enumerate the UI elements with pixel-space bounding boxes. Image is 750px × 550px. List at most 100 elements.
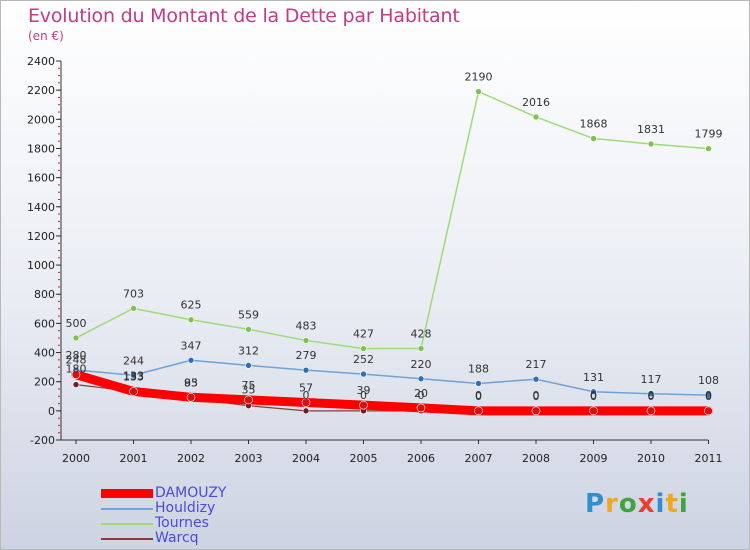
data-point-warcq [72, 381, 80, 388]
legend-swatch [101, 537, 153, 540]
data-label-houldizy: 188 [468, 362, 489, 375]
data-point-damouzy [589, 406, 598, 416]
data-label-damouzy: 57 [299, 382, 313, 395]
logo-letter: P [585, 489, 606, 519]
data-label-warcq: 0 [360, 389, 367, 402]
x-tick-label: 2007 [465, 452, 493, 465]
data-label-tournes: 559 [238, 308, 259, 321]
legend-item-warcq: Warcq [101, 531, 226, 546]
legend-swatch [101, 522, 153, 525]
data-point-damouzy [359, 400, 368, 410]
logo-letter: i [655, 489, 666, 519]
x-tick-label: 2010 [637, 452, 665, 465]
data-point-tournes [417, 345, 425, 352]
data-label-warcq: 0 [648, 389, 655, 402]
data-label-houldizy: 252 [353, 353, 374, 366]
data-label-damouzy: 0 [533, 390, 540, 403]
data-point-tournes [475, 88, 482, 95]
x-tick-label: 2001 [120, 452, 148, 465]
data-label-warcq: 35 [242, 384, 256, 397]
chart-title: Evolution du Montant de la Dette par Hab… [28, 5, 460, 27]
data-point-damouzy [646, 406, 656, 416]
data-point-houldizy [705, 391, 712, 399]
data-point-tournes [130, 305, 137, 312]
data-label-houldizy: 280 [66, 349, 87, 362]
data-label-warcq: 0 [590, 389, 597, 402]
data-label-warcq: 0 [303, 389, 310, 402]
data-point-houldizy [590, 388, 597, 396]
data-point-damouzy [474, 406, 483, 416]
data-label-warcq: 0 [475, 389, 482, 402]
legend-item-damouzy: DAMOUZY [101, 486, 226, 501]
logo-letter: x [637, 489, 656, 519]
y-tick-label: 600 [34, 317, 55, 330]
data-label-tournes: 427 [353, 328, 374, 341]
logo-letter: i [678, 489, 689, 519]
y-tick-label: 1200 [27, 230, 55, 243]
data-point-tournes [647, 140, 655, 148]
data-label-tournes: 483 [296, 319, 317, 332]
data-label-tournes: 2190 [465, 71, 493, 84]
data-point-tournes [302, 337, 310, 344]
x-tick-label: 2002 [177, 452, 205, 465]
x-tick-label: 2004 [292, 452, 320, 465]
legend-label: Houldizy [155, 500, 216, 516]
data-label-warcq: 85 [184, 376, 198, 389]
data-point-damouzy [301, 398, 311, 407]
data-label-damouzy: 39 [357, 384, 371, 397]
x-tick-label: 2005 [350, 452, 378, 465]
series-line-damouzy [71, 370, 713, 416]
series-line-houldizy [75, 359, 710, 396]
data-point-houldizy [475, 380, 482, 387]
data-label-tournes: 1868 [580, 118, 608, 131]
x-tick-label: 2000 [62, 452, 90, 465]
data-point-damouzy [129, 387, 138, 396]
data-label-houldizy: 217 [526, 358, 547, 371]
data-label-damouzy: 20 [414, 387, 428, 400]
data-point-damouzy [71, 370, 81, 379]
data-label-tournes: 1831 [637, 123, 665, 136]
data-label-warcq: 180 [66, 363, 87, 376]
data-point-houldizy [130, 371, 137, 379]
data-point-tournes [705, 145, 712, 152]
data-point-tournes [590, 135, 597, 142]
data-label-tournes: 2016 [522, 96, 550, 109]
y-tick-label: 2400 [27, 55, 55, 68]
y-tick-label: 200 [34, 376, 55, 389]
data-label-houldizy: 108 [698, 374, 719, 387]
logo-letter: t [665, 489, 679, 519]
data-point-tournes [187, 316, 195, 324]
legend-item-houldizy: Houldizy [101, 501, 226, 516]
data-label-warcq: 0 [418, 389, 425, 402]
data-point-houldizy [245, 362, 252, 369]
data-point-houldizy [360, 370, 367, 378]
data-point-damouzy [704, 406, 713, 416]
data-point-tournes [360, 345, 367, 352]
data-label-houldizy: 312 [238, 344, 259, 357]
data-label-damouzy: 0 [648, 390, 655, 403]
y-tick-label: 1800 [27, 142, 55, 155]
x-tick-label: 2009 [580, 452, 608, 465]
data-label-warcq: 0 [533, 389, 540, 402]
data-label-damouzy: 248 [66, 354, 87, 367]
data-label-damouzy: 75 [242, 379, 256, 392]
data-point-damouzy [244, 395, 253, 405]
x-tick-label: 2006 [407, 452, 435, 465]
data-label-houldizy: 117 [641, 373, 662, 386]
legend-swatch [101, 507, 153, 510]
data-label-damouzy: 133 [123, 370, 144, 383]
x-tick-label: 2003 [235, 452, 263, 465]
data-point-tournes [245, 326, 252, 333]
data-label-warcq: 133 [123, 369, 144, 382]
legend-label: Warcq [155, 530, 199, 546]
data-label-tournes: 703 [123, 287, 144, 300]
data-label-tournes: 428 [411, 327, 432, 340]
legend-label: DAMOUZY [155, 485, 227, 501]
data-point-damouzy [416, 403, 426, 413]
y-tick-label: 400 [34, 347, 55, 360]
y-tick-label: -200 [30, 434, 55, 447]
data-label-damouzy: 0 [705, 390, 712, 403]
proxiti-logo: Proxiti [585, 489, 689, 519]
